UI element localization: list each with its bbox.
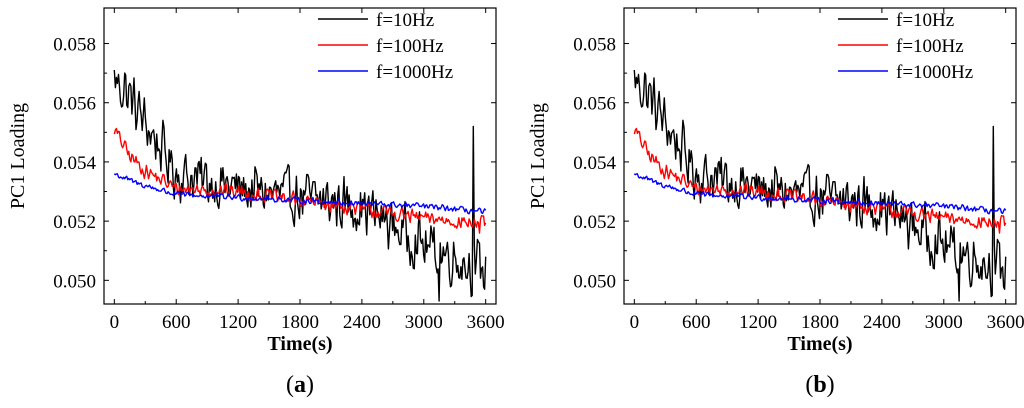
charta-x-tick-label: 2400	[343, 312, 381, 333]
charta-y-tick-label: 0.052	[53, 212, 96, 233]
charta-x-tick-label: 1200	[219, 312, 257, 333]
charta-x-tick-label: 3000	[405, 312, 443, 333]
chart-a-svg: 0 600 1200 1800 2400 3000 3600 0.050 0.052 0.054 0…	[7, 7, 505, 398]
chartb-y-tick-label: 0.052	[573, 212, 616, 233]
charta-series-line-1	[113, 69, 487, 302]
chartb-y-tick-label: 0.058	[573, 35, 616, 56]
charta-series-group	[113, 69, 487, 302]
chartb-y-tick-label: 0.056	[573, 94, 616, 115]
charta-y-tick-label: 0.050	[53, 271, 96, 292]
chartb-x-axis-label: Time(s)	[787, 333, 852, 355]
charta-y-tick-label: 0.056	[53, 94, 96, 115]
charta-legend-label-2: f=100Hz	[376, 36, 444, 57]
chartb-y-axis-label: PC1 Loading	[527, 103, 549, 209]
chartb-legend-label-3: f=1000Hz	[896, 62, 973, 83]
chart-b-svg: 0 600 1200 1800 2400 3000 3600 0.050 0.052 0.054 0…	[527, 7, 1024, 398]
charta-x-tick-label: 600	[162, 312, 191, 333]
chartb-legend-label-1: f=10Hz	[896, 10, 954, 31]
charta-legend-label-1: f=10Hz	[376, 10, 434, 31]
chartb-x-tick-label: 3600	[987, 312, 1024, 333]
chartb-x-tick-label: 0	[630, 312, 640, 333]
charta-y-tick-label: 0.058	[53, 35, 96, 56]
chartb-legend-label-2: f=100Hz	[896, 36, 964, 57]
charta-x-axis-label: Time(s)	[267, 333, 332, 355]
chartb-x-tick-label: 600	[682, 312, 711, 333]
chartb-y-tick-label: 0.054	[573, 153, 616, 174]
charta-y-axis-label: PC1 Loading	[7, 103, 29, 209]
charta-y-tick-label: 0.054	[53, 153, 96, 174]
chartb-y-tick-label: 0.050	[573, 271, 616, 292]
chartb-x-tick-label: 2400	[863, 312, 901, 333]
charta-x-tick-label: 0	[110, 312, 120, 333]
chartb-x-tick-label: 1200	[739, 312, 777, 333]
charta-x-tick-label: 1800	[281, 312, 319, 333]
chart-panel-b: 0 600 1200 1800 2400 3000 3600 0.050 0.052 0.054 0…	[520, 0, 1024, 403]
chartb-series-group	[633, 69, 1007, 302]
charta-legend-label-3: f=1000Hz	[376, 62, 453, 83]
charta-panel-caption: (a)	[286, 372, 314, 398]
charta-x-tick-label: 3600	[467, 312, 505, 333]
chartb-series-line-1	[633, 69, 1007, 302]
chartb-x-tick-label: 3000	[925, 312, 963, 333]
chartb-x-tick-label: 1800	[801, 312, 839, 333]
chart-panel-a: 0 600 1200 1800 2400 3000 3600 0.050 0.052 0.054 0…	[0, 0, 512, 403]
chartb-panel-caption: (b)	[805, 372, 834, 398]
charta-series-line-3	[113, 173, 487, 215]
chartb-series-line-3	[633, 173, 1007, 215]
